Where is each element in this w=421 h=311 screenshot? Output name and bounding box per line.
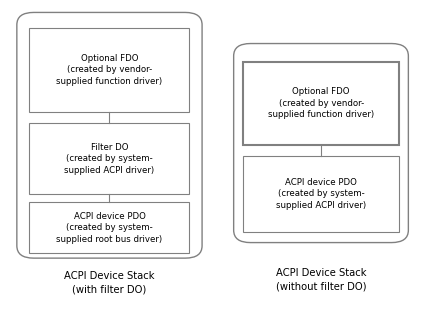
FancyBboxPatch shape xyxy=(29,28,189,112)
FancyBboxPatch shape xyxy=(29,202,189,253)
Text: ACPI Device Stack
(with filter DO): ACPI Device Stack (with filter DO) xyxy=(64,272,155,295)
FancyBboxPatch shape xyxy=(243,156,399,232)
FancyBboxPatch shape xyxy=(243,62,399,145)
Text: Optional FDO
(created by vendor-
supplied function driver): Optional FDO (created by vendor- supplie… xyxy=(268,87,374,119)
FancyBboxPatch shape xyxy=(234,44,408,243)
Text: ACPI device PDO
(created by system-
supplied ACPI driver): ACPI device PDO (created by system- supp… xyxy=(276,178,366,210)
Text: Filter DO
(created by system-
supplied ACPI driver): Filter DO (created by system- supplied A… xyxy=(64,143,155,174)
FancyBboxPatch shape xyxy=(17,12,202,258)
Text: ACPI device PDO
(created by system-
supplied root bus driver): ACPI device PDO (created by system- supp… xyxy=(56,212,163,244)
FancyBboxPatch shape xyxy=(29,123,189,194)
Text: ACPI Device Stack
(without filter DO): ACPI Device Stack (without filter DO) xyxy=(276,268,366,291)
Text: Optional FDO
(created by vendor-
supplied function driver): Optional FDO (created by vendor- supplie… xyxy=(56,54,163,86)
